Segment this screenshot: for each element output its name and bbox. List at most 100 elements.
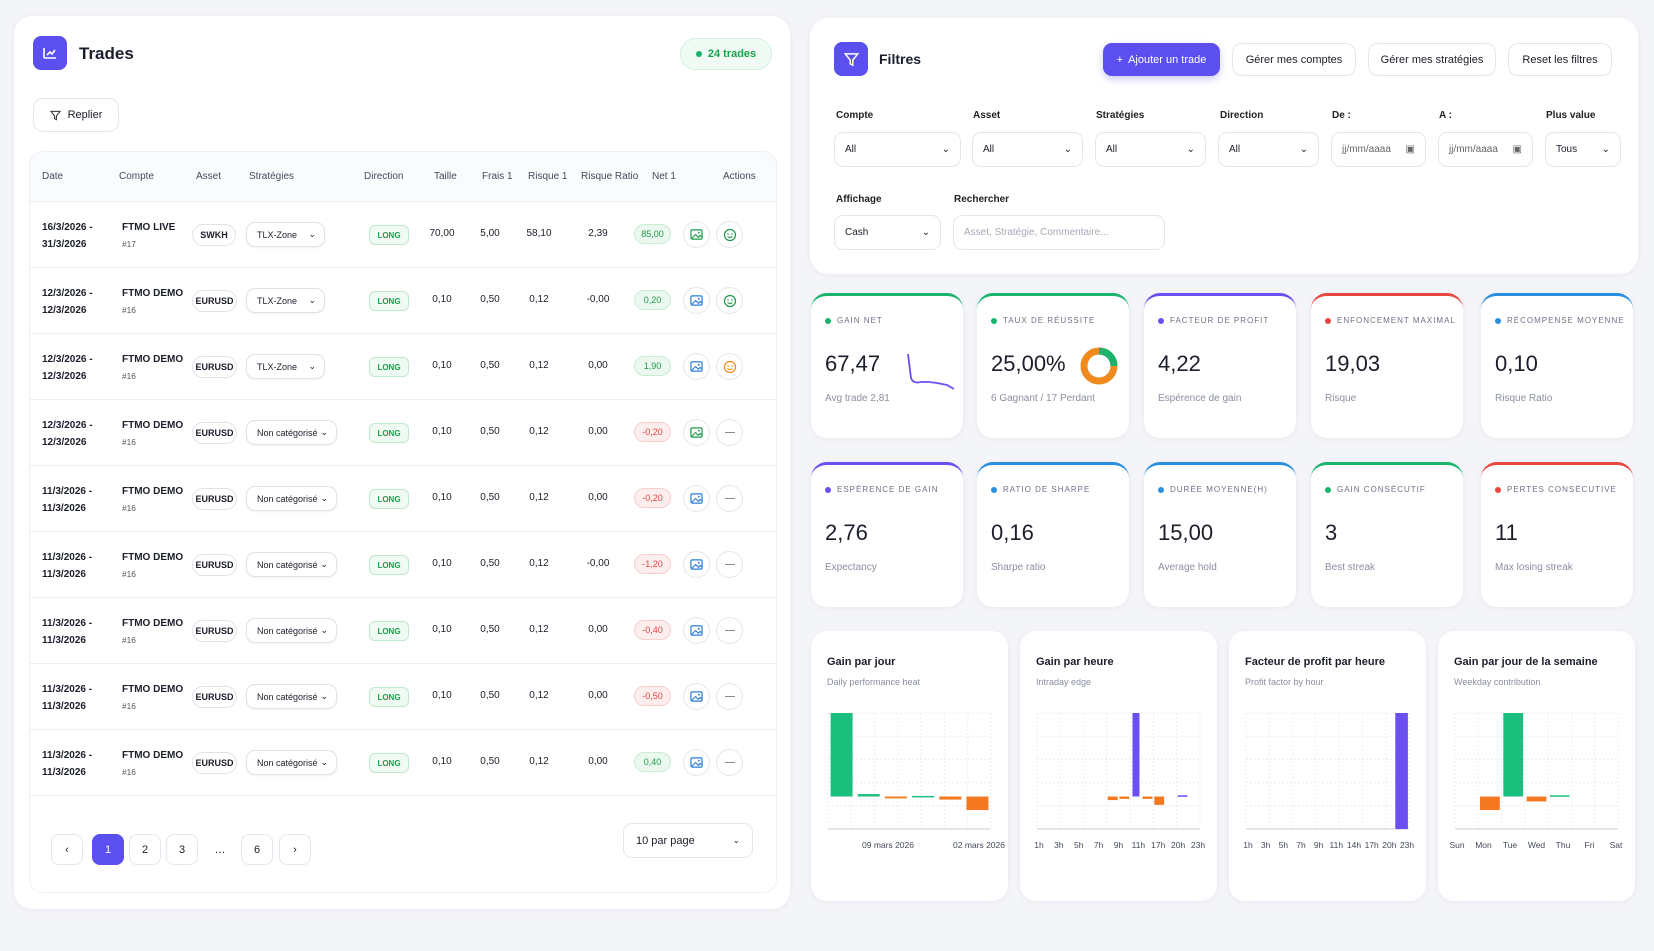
strategy-select[interactable]: TLX-Zone ⌄	[246, 354, 325, 379]
mood-button[interactable]	[716, 419, 743, 446]
mood-button[interactable]	[716, 749, 743, 776]
mood-button[interactable]	[716, 485, 743, 512]
kpi-label: ENFONCEMENT MAXIMAL	[1325, 316, 1456, 325]
col-net: Net 1	[652, 171, 676, 182]
strategy-select[interactable]: Non catégorisé ⌄	[246, 486, 337, 511]
trade-size: 0,10	[432, 492, 452, 503]
compte-select[interactable]: All ⌄	[834, 132, 961, 167]
chevron-down-icon: ⌄	[921, 227, 930, 238]
mood-button[interactable]	[716, 683, 743, 710]
strategy-select[interactable]: Non catégorisé ⌄	[246, 618, 337, 643]
table-row[interactable]: 11/3/2026 - 11/3/2026 FTMO DEMO #16 EURUSD…	[30, 532, 776, 598]
affichage-select[interactable]: Cash ⌄	[834, 215, 941, 250]
per-page-select[interactable]: 10 par page ⌄	[623, 823, 753, 858]
table-row[interactable]: 11/3/2026 - 11/3/2026 FTMO DEMO #16 EURUSD…	[30, 598, 776, 664]
image-button[interactable]	[683, 617, 710, 644]
table-row[interactable]: 11/3/2026 - 11/3/2026 FTMO DEMO #16 EURUSD…	[30, 730, 776, 796]
image-button[interactable]	[683, 683, 710, 710]
direction-label: Direction	[1220, 110, 1264, 121]
chart-card: 09 mars 2026 02 mars 2026 Gain par jour Dai…	[811, 631, 1008, 901]
chart-bar	[857, 794, 880, 797]
chart-subtitle: Intraday edge	[1036, 677, 1092, 687]
table-row[interactable]: 11/3/2026 - 11/3/2026 FTMO DEMO #16 EURUSD…	[30, 466, 776, 532]
table-row[interactable]: 16/3/2026 - 31/3/2026 FTMO LIVE #17 SWKH T…	[30, 202, 776, 268]
image-icon	[690, 427, 703, 438]
search-input[interactable]: Asset, Stratégie, Commentaire...	[953, 215, 1165, 250]
kpi-dot-icon	[1495, 317, 1501, 324]
trade-date: 11/3/2026 - 11/3/2026	[42, 747, 92, 781]
kpi-dot-icon	[1158, 317, 1164, 324]
direction-select[interactable]: All ⌄	[1218, 132, 1319, 167]
page-button[interactable]: 6	[241, 834, 273, 865]
kpi-subtitle: Sharpe ratio	[991, 562, 1046, 573]
table-row[interactable]: 11/3/2026 - 11/3/2026 FTMO DEMO #16 EURUSD…	[30, 664, 776, 730]
kpi-subtitle: Average hold	[1158, 562, 1217, 573]
manage-accounts-button[interactable]: Gérer mes comptes	[1232, 43, 1356, 76]
emotion-button[interactable]	[716, 221, 743, 248]
page-button[interactable]: 1	[92, 834, 124, 865]
emotion-button[interactable]	[716, 353, 743, 380]
strategy-select[interactable]: Non catégorisé ⌄	[246, 420, 337, 445]
page-button[interactable]: 3	[166, 834, 198, 865]
add-trade-button[interactable]: + Ajouter un trade	[1103, 43, 1220, 76]
mood-button[interactable]	[716, 551, 743, 578]
calendar-icon: ▣	[1512, 144, 1522, 155]
next-page-button[interactable]: ›	[279, 834, 311, 865]
date-start: 11/3/2026 -	[42, 486, 93, 497]
strategy-select[interactable]: TLX-Zone ⌄	[246, 222, 325, 247]
x-tick-label: 7h	[1296, 840, 1306, 850]
date-from-input[interactable]: jj/mm/aaaa ▣	[1331, 132, 1426, 167]
kpi-card: RATIO DE SHARPE 0,16 Sharpe ratio	[977, 462, 1129, 607]
page-title: Trades	[79, 44, 134, 63]
image-button[interactable]	[683, 353, 710, 380]
asset-select[interactable]: All ⌄	[972, 132, 1083, 167]
date-start: 16/3/2026 -	[42, 222, 93, 233]
plus-value-select[interactable]: Tous ⌄	[1545, 132, 1621, 167]
image-button[interactable]	[683, 551, 710, 578]
prev-page-button[interactable]: ‹	[51, 834, 83, 865]
chevron-down-icon: ⌄	[320, 757, 328, 767]
table-row[interactable]: 12/3/2026 - 12/3/2026 FTMO DEMO #16 EURUSD…	[30, 268, 776, 334]
asset-value: All	[983, 144, 995, 155]
chevron-down-icon: ⌄	[1299, 144, 1308, 155]
chevron-down-icon: ⌄	[308, 229, 316, 239]
x-tick-label: 09 mars 2026	[862, 840, 914, 850]
account-id: #16	[122, 635, 136, 645]
image-button[interactable]	[683, 287, 710, 314]
strategy-select[interactable]: Non catégorisé ⌄	[246, 750, 337, 775]
emotion-button[interactable]	[716, 287, 743, 314]
table-row[interactable]: 12/3/2026 - 12/3/2026 FTMO DEMO #16 EURUSD…	[30, 400, 776, 466]
strategy-select[interactable]: TLX-Zone ⌄	[246, 288, 325, 313]
trade-account: FTMO DEMO #16	[122, 285, 183, 319]
x-tick-label: Fri	[1585, 840, 1595, 850]
trade-account: FTMO DEMO #16	[122, 483, 183, 517]
smiley-icon	[723, 360, 736, 373]
manage-strategies-button[interactable]: Gérer mes stratégies	[1368, 43, 1496, 76]
strategy-value: Non catégorisé	[257, 493, 318, 504]
page-button[interactable]: 2	[129, 834, 161, 865]
mood-button[interactable]	[716, 617, 743, 644]
image-button[interactable]	[683, 485, 710, 512]
reset-filters-button[interactable]: Reset les filtres	[1508, 43, 1612, 76]
kpi-label: PERTES CONSÉCUTIVE	[1495, 485, 1617, 494]
collapse-button[interactable]: Replier	[33, 98, 119, 132]
image-button[interactable]	[683, 749, 710, 776]
strategy-value: Non catégorisé	[257, 427, 318, 438]
strategy-value: Non catégorisé	[257, 559, 318, 570]
strategy-value: TLX-Zone	[257, 229, 298, 240]
account-id: #16	[122, 701, 136, 711]
date-to-input[interactable]: jj/mm/aaaa ▣	[1438, 132, 1533, 167]
status-dot-icon	[695, 51, 702, 57]
image-button[interactable]	[683, 419, 710, 446]
trade-risk: 0,12	[529, 492, 549, 503]
table-row[interactable]: 12/3/2026 - 12/3/2026 FTMO DEMO #16 EURUSD…	[30, 334, 776, 400]
account-name: FTMO DEMO	[122, 552, 184, 563]
account-name: FTMO DEMO	[122, 618, 184, 629]
trade-ratio: 0,00	[588, 360, 608, 371]
kpi-label-text: RÉCOMPENSE MOYENNE	[1507, 316, 1625, 325]
image-button[interactable]	[683, 221, 710, 248]
strategy-select[interactable]: Non catégorisé ⌄	[246, 552, 337, 577]
strategy-select[interactable]: Non catégorisé ⌄	[246, 684, 337, 709]
strategies-select[interactable]: All ⌄	[1095, 132, 1206, 167]
affichage-label: Affichage	[836, 194, 882, 205]
